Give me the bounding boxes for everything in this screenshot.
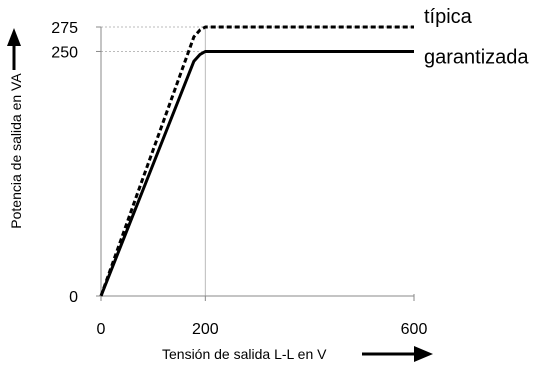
- x-tick-label: 200: [192, 321, 219, 338]
- x-axis-title-arrow-head: [414, 346, 433, 362]
- axes: [100, 27, 415, 297]
- series-line-tipica: [99, 25, 414, 297]
- x-axis-title-group: Tensión de salida L-L en V: [162, 346, 433, 362]
- series-line-garantizada: [99, 50, 414, 297]
- y-axis-title-arrow-head: [7, 28, 21, 46]
- x-axis-title: Tensión de salida L-L en V: [162, 346, 327, 362]
- reference-lines: [101, 26, 414, 296]
- x-tick-label: 600: [401, 321, 428, 338]
- y-tick-label: 275: [51, 20, 78, 37]
- series-lines: [99, 25, 414, 297]
- x-tick-label: 0: [97, 321, 106, 338]
- legend-label-garantizada: garantizada: [424, 46, 529, 68]
- legend-label-tipica: típica: [424, 6, 473, 28]
- y-axis-title-group: Potencia de salida en VA: [7, 28, 24, 229]
- y-tick-label: 250: [51, 44, 78, 61]
- legend: típica garantizada: [424, 6, 529, 68]
- y-axis-title: Potencia de salida en VA: [8, 73, 24, 229]
- ticks: 0 200 600 0 250 275: [51, 20, 427, 338]
- y-tick-label: 0: [69, 289, 78, 306]
